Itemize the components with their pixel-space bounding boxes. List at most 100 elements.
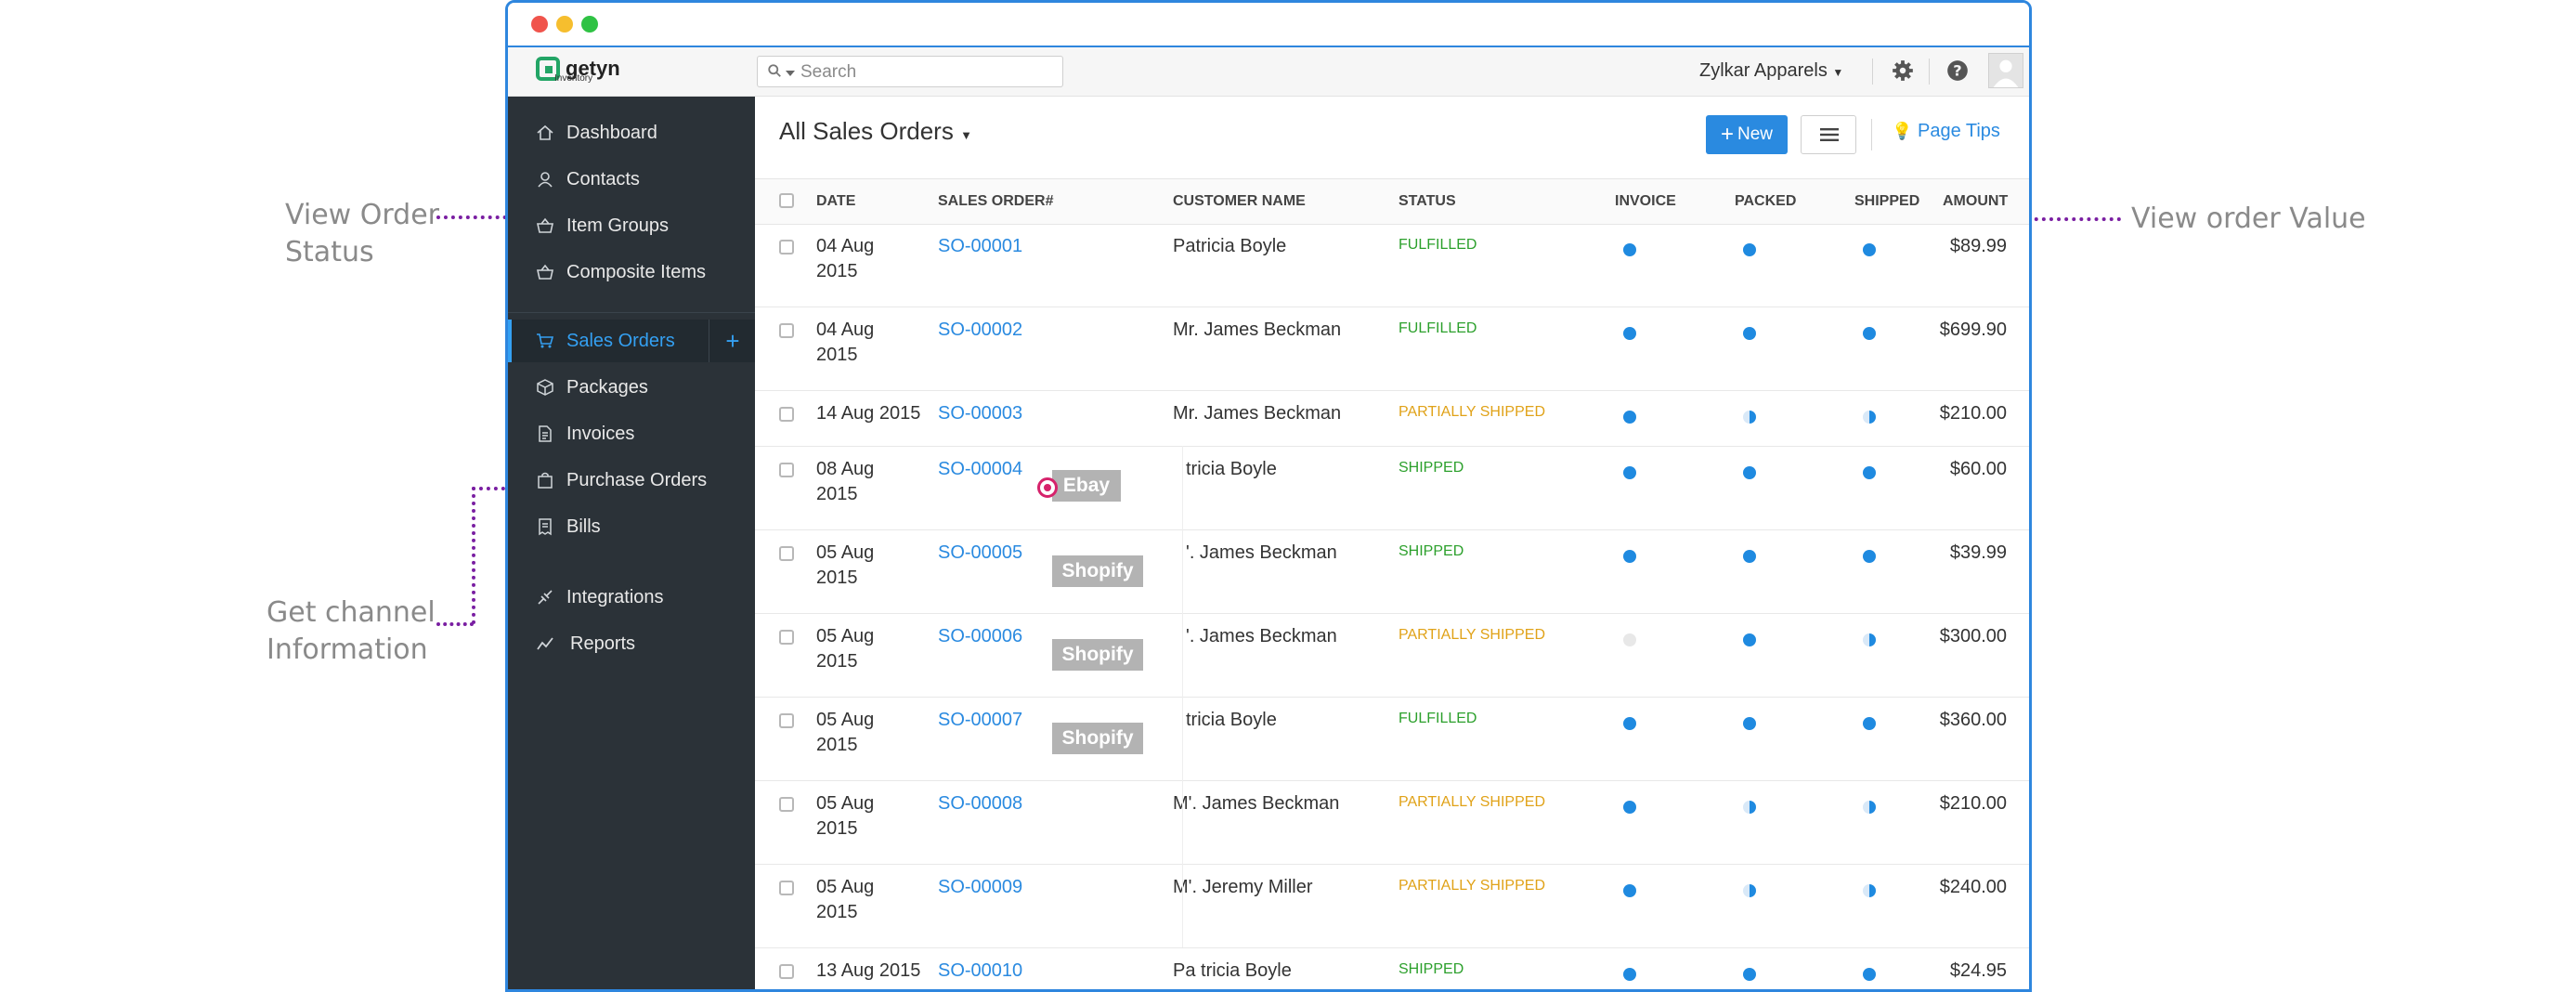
column-header-invoice[interactable]: INVOICE [1615, 193, 1676, 209]
sidebar-item-bills[interactable]: Bills [508, 505, 755, 548]
sales-order-link[interactable]: SO-00001 [938, 236, 1023, 256]
date-line: 04 Aug [816, 236, 875, 256]
organization-switcher[interactable]: Zylkar Apparels ▼ [1699, 60, 1843, 82]
sidebar-item-dashboard[interactable]: Dashboard [508, 111, 755, 154]
sales-channel-badge[interactable]: Shopify [1052, 639, 1143, 671]
sidebar-item-purchase-orders[interactable]: Purchase Orders [508, 459, 755, 502]
more-options-button[interactable] [1801, 115, 1856, 154]
date-line: 2015 [816, 345, 858, 365]
sales-channel-badge[interactable]: Shopify [1052, 723, 1143, 754]
customer-name: Mr. James Beckman [1173, 403, 1342, 424]
table-row[interactable]: 05 Aug 2015 SO-00009 M'. Jeremy Miller PARTI… [755, 864, 2029, 948]
sales-order-link[interactable]: SO-00006 [938, 626, 1023, 646]
table-row[interactable]: 14 Aug 2015 SO-00003 Mr. James Beckman PART… [755, 390, 2029, 447]
table-row[interactable]: 13 Aug 2015 SO-00010 Pa tricia Boyle SHIPPE… [755, 947, 2029, 989]
row-checkbox[interactable] [779, 713, 794, 728]
sidebar-item-label: Sales Orders [566, 330, 675, 351]
sidebar-item-packages[interactable]: Packages [508, 366, 755, 409]
date-line: 04 Aug [816, 320, 875, 340]
search-icon[interactable] [767, 63, 784, 80]
customer-name: M'. James Beckman [1173, 793, 1340, 814]
column-header-customer-name[interactable]: CUSTOMER NAME [1173, 193, 1306, 209]
column-header-status[interactable]: STATUS [1399, 193, 1456, 209]
sales-channel-badge[interactable]: Ebay [1052, 470, 1121, 502]
row-checkbox[interactable] [779, 546, 794, 561]
sales-order-link[interactable]: SO-00009 [938, 877, 1023, 897]
order-amount: $60.00 [1949, 459, 2007, 479]
select-all-checkbox[interactable] [779, 193, 794, 208]
plug-icon [538, 590, 553, 605]
search-box[interactable] [757, 56, 1063, 87]
row-checkbox[interactable] [779, 797, 794, 812]
sales-order-link[interactable]: SO-00007 [938, 710, 1023, 730]
basket-icon [537, 264, 553, 280]
row-checkbox[interactable] [779, 630, 794, 645]
row-checkbox[interactable] [779, 323, 794, 338]
sidebar-item-integrations[interactable]: Integrations [508, 576, 755, 619]
maximize-window-button[interactable] [581, 16, 598, 33]
gear-icon[interactable] [1891, 59, 1915, 83]
row-checkbox[interactable] [779, 964, 794, 979]
sidebar-item-reports[interactable]: Reports [508, 622, 755, 665]
add-sales-order-button[interactable]: + [709, 320, 756, 362]
sidebar-item-contacts[interactable]: Contacts [508, 158, 755, 201]
help-icon[interactable]: ? [1945, 59, 1970, 83]
table-row[interactable]: 05 Aug 2015 SO-00006 '. James Beckman PARTIA… [755, 613, 2029, 698]
sidebar-item-invoices[interactable]: Invoices [508, 412, 755, 455]
new-button-label: New [1737, 124, 1774, 144]
table-row[interactable]: 04 Aug 2015 SO-00002 Mr. James Beckman FULFI… [755, 307, 2029, 391]
shipped-status-dot [1863, 550, 1876, 563]
order-amount: $24.95 [1949, 960, 2007, 981]
hamburger-icon [1820, 128, 1839, 141]
order-date: 05 Aug 2015 [816, 541, 874, 591]
app-logo[interactable]: getyn [536, 57, 620, 81]
view-selector[interactable]: All Sales Orders ▼ [779, 117, 972, 146]
date-line: 05 Aug [816, 710, 875, 730]
minimize-window-button[interactable] [556, 16, 573, 33]
table-row[interactable]: 08 Aug 2015 SO-00004 tricia Boyle SHIPPED $60… [755, 446, 2029, 530]
row-checkbox[interactable] [779, 407, 794, 422]
sales-order-link[interactable]: SO-00005 [938, 542, 1023, 563]
sales-order-link[interactable]: SO-00008 [938, 793, 1023, 814]
column-header-shipped[interactable]: SHIPPED [1854, 193, 1920, 209]
sales-order-link[interactable]: SO-00004 [938, 459, 1023, 479]
column-header-date[interactable]: DATE [816, 193, 856, 209]
table-row[interactable]: 05 Aug 2015 SO-00007 tricia Boyle FULFILLED $… [755, 697, 2029, 781]
home-icon [537, 124, 553, 140]
date-line: 2015 [816, 261, 858, 281]
status-label: PARTIALLY SHIPPED [1399, 404, 1545, 420]
app-window: getyn Inventory Zylkar Apparels ▼ [505, 0, 2032, 992]
annotation-line-2: Status [285, 236, 374, 268]
annotation-text: View order Value [2131, 202, 2366, 235]
order-amount: $300.00 [1939, 626, 2007, 646]
sales-order-link[interactable]: SO-00003 [938, 403, 1023, 424]
status-label: FULFILLED [1399, 237, 1477, 253]
avatar[interactable] [1988, 53, 2023, 88]
sidebar: Dashboard Contacts Item Groups Composite… [508, 97, 755, 989]
row-checkbox[interactable] [779, 240, 794, 255]
row-checkbox[interactable] [779, 881, 794, 895]
page-tips-link[interactable]: 💡 Page Tips [1892, 121, 2000, 142]
sales-order-link[interactable]: SO-00010 [938, 960, 1023, 981]
close-window-button[interactable] [531, 16, 548, 33]
column-header-amount[interactable]: AMOUNT [1943, 193, 2009, 209]
search-dropdown-icon[interactable] [786, 70, 795, 77]
sales-order-link[interactable]: SO-00002 [938, 320, 1023, 340]
sales-channel-badge[interactable]: Shopify [1052, 555, 1143, 587]
sidebar-item-composite-items[interactable]: Composite Items [508, 251, 755, 294]
new-sales-order-button[interactable]: + New [1706, 115, 1788, 154]
channel-pointer-line-bottom [436, 622, 474, 626]
search-input[interactable] [799, 59, 1053, 85]
sidebar-item-sales-orders[interactable]: Sales Orders + [508, 320, 755, 362]
shipped-status-dot [1863, 717, 1876, 730]
row-checkbox[interactable] [779, 463, 794, 477]
logo-subtitle: Inventory [554, 73, 593, 84]
column-header-sales-order[interactable]: SALES ORDER# [938, 193, 1054, 209]
sidebar-item-item-groups[interactable]: Item Groups [508, 204, 755, 247]
column-header-packed[interactable]: PACKED [1735, 193, 1797, 209]
order-amount: $360.00 [1939, 710, 2007, 730]
table-row[interactable]: 05 Aug 2015 SO-00005 '. James Beckman SHIPPE… [755, 529, 2029, 614]
table-row[interactable]: 05 Aug 2015 SO-00008 M'. James Beckman PARTI… [755, 780, 2029, 865]
table-row[interactable]: 04 Aug 2015 SO-00001 Patricia Boyle FULFILLE… [755, 223, 2029, 307]
packed-status-dot [1743, 243, 1756, 256]
